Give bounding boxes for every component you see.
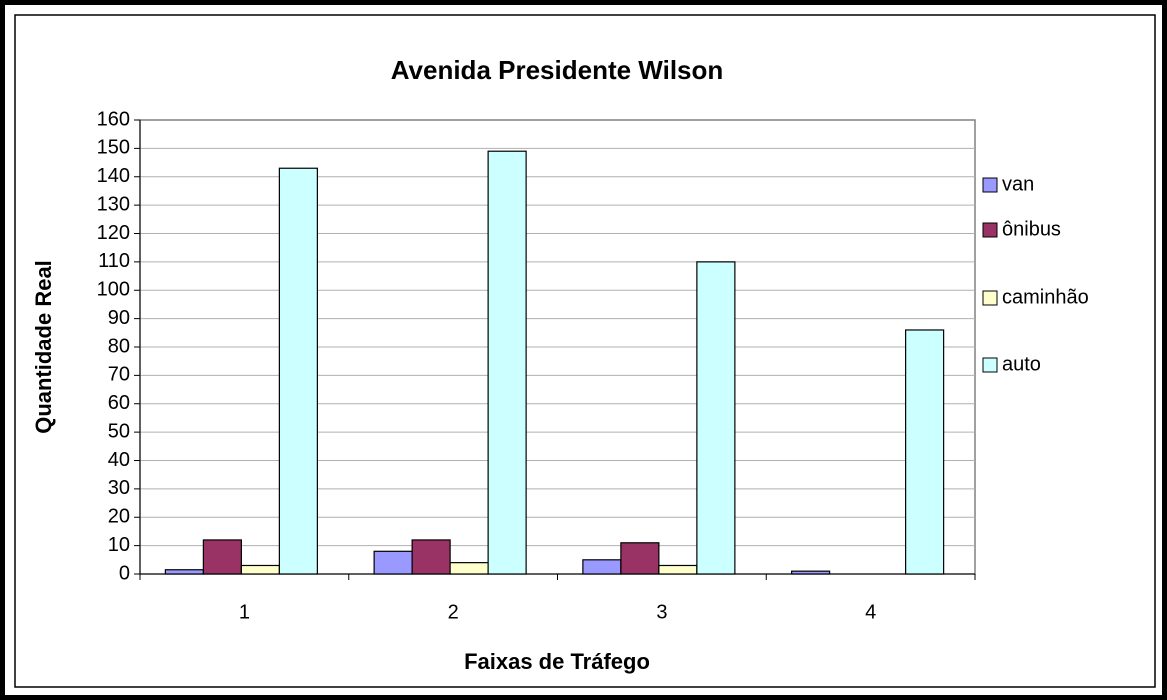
bar <box>373 550 413 575</box>
y-tick-label: 90 <box>108 307 130 329</box>
y-tick-label: 150 <box>97 137 130 159</box>
y-tick-label: 80 <box>108 335 130 357</box>
bar <box>905 329 945 575</box>
chart-title: Avenida Presidente Wilson <box>391 55 724 85</box>
x-tick-label: 4 <box>865 601 876 623</box>
legend-swatch <box>982 357 998 373</box>
bar <box>278 167 318 575</box>
x-tick-label: 1 <box>239 601 250 623</box>
bar <box>791 570 831 575</box>
legend-label: van <box>1002 173 1034 195</box>
legend-label: caminhão <box>1002 286 1089 308</box>
y-tick-label: 100 <box>97 279 130 301</box>
x-tick-label: 3 <box>656 601 667 623</box>
x-tick-label: 2 <box>448 601 459 623</box>
bar <box>696 261 736 575</box>
bar <box>487 150 527 575</box>
bar <box>411 539 451 575</box>
y-tick-label: 0 <box>119 562 130 584</box>
y-tick-label: 160 <box>97 108 130 130</box>
bar <box>449 562 489 575</box>
y-tick-label: 70 <box>108 364 130 386</box>
y-tick-label: 20 <box>108 506 130 528</box>
y-tick-label: 60 <box>108 392 130 414</box>
legend-swatch <box>982 222 998 238</box>
chart-frame <box>14 14 1156 688</box>
bar <box>620 542 660 575</box>
legend-label: ônibus <box>1002 218 1061 240</box>
bar <box>582 559 622 575</box>
x-axis-title: Faixas de Tráfego <box>464 649 650 674</box>
y-tick-label: 40 <box>108 449 130 471</box>
y-tick-label: 10 <box>108 534 130 556</box>
legend-label: auto <box>1002 353 1041 375</box>
y-tick-label: 110 <box>98 250 130 272</box>
y-tick-label: 140 <box>97 165 130 187</box>
bar <box>164 569 204 575</box>
bar <box>658 564 698 575</box>
bar <box>240 564 280 575</box>
y-axis-title: Quantidade Real <box>31 260 56 434</box>
y-tick-label: 130 <box>97 193 130 215</box>
legend-swatch <box>982 290 998 306</box>
bar <box>202 539 242 575</box>
y-tick-label: 50 <box>108 420 130 442</box>
y-tick-label: 120 <box>97 222 130 244</box>
y-tick-label: 30 <box>108 477 130 499</box>
legend-swatch <box>982 177 998 193</box>
